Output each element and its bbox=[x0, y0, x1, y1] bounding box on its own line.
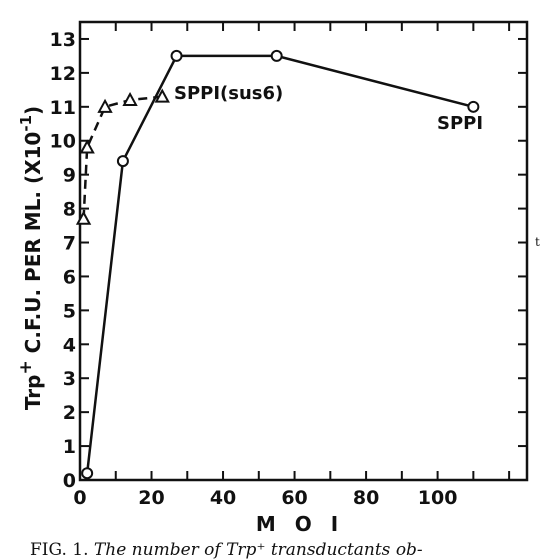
y-axis-title-main: C.F.U. PER ML. (X10 bbox=[21, 132, 45, 361]
data-point-circle bbox=[270, 49, 283, 62]
caption-prefix: FIG. 1. bbox=[30, 540, 89, 560]
series-line bbox=[82, 95, 163, 219]
figure-caption: FIG. 1. The number of Trp⁺ transductants… bbox=[30, 540, 542, 560]
y-axis-title: Trp+ C.F.U. PER ML. (X10-1) bbox=[16, 106, 45, 410]
data-point-triangle bbox=[97, 98, 113, 113]
y-axis-title-plus: + bbox=[16, 360, 36, 374]
y-tick-label: 4 bbox=[63, 334, 76, 356]
x-ticks: 0 20 40 60 80 100 bbox=[73, 22, 511, 509]
plot-frame bbox=[78, 20, 529, 482]
y-tick-label: 7 bbox=[63, 233, 76, 255]
data-point-triangle bbox=[154, 88, 170, 103]
x-tick-label: 40 bbox=[210, 487, 236, 509]
y-tick-label: 5 bbox=[63, 300, 76, 322]
x-tick-label: 60 bbox=[281, 487, 307, 509]
series-sppi bbox=[81, 49, 480, 480]
x-axis-title: M O I bbox=[256, 512, 344, 536]
y-axis-title-close: ) bbox=[21, 106, 45, 115]
series-layer bbox=[75, 49, 480, 480]
y-axis-title-trp: Trp bbox=[21, 375, 45, 411]
stray-mark: t bbox=[535, 235, 540, 249]
data-point-circle bbox=[170, 49, 183, 62]
data-point-circle bbox=[467, 100, 480, 113]
data-point-triangle bbox=[122, 91, 138, 107]
series-sppi-sus6 bbox=[75, 88, 170, 225]
y-tick-label: 12 bbox=[50, 63, 76, 85]
y-tick-label: 11 bbox=[50, 97, 76, 119]
y-tick-label: 10 bbox=[50, 131, 76, 153]
data-point-circle bbox=[116, 155, 129, 168]
series-label-sus6: SPPI(sus6) bbox=[174, 83, 283, 104]
y-tick-label: 3 bbox=[63, 368, 76, 390]
y-tick-label: 9 bbox=[63, 165, 76, 187]
y-tick-label: 8 bbox=[63, 199, 76, 221]
x-tick-label: 20 bbox=[138, 487, 164, 509]
y-tick-label: 2 bbox=[63, 402, 76, 424]
data-point-triangle bbox=[79, 139, 95, 154]
data-point-circle bbox=[81, 467, 94, 480]
caption-text: The number of Trp⁺ transductants ob- bbox=[93, 540, 423, 560]
y-axis-title-exp: -1 bbox=[17, 115, 35, 132]
x-tick-label: 80 bbox=[353, 487, 379, 509]
y-tick-label: 6 bbox=[63, 266, 76, 288]
data-point-triangle bbox=[75, 210, 92, 225]
x-tick-label: 0 bbox=[73, 487, 86, 509]
series-line bbox=[85, 54, 474, 474]
y-tick-label: 1 bbox=[63, 436, 76, 458]
y-tick-label: 13 bbox=[50, 29, 76, 51]
series-label-sppi: SPPI bbox=[437, 113, 483, 134]
axes bbox=[78, 20, 529, 482]
y-tick-label: 0 bbox=[63, 470, 76, 492]
x-tick-label: 100 bbox=[418, 487, 458, 509]
